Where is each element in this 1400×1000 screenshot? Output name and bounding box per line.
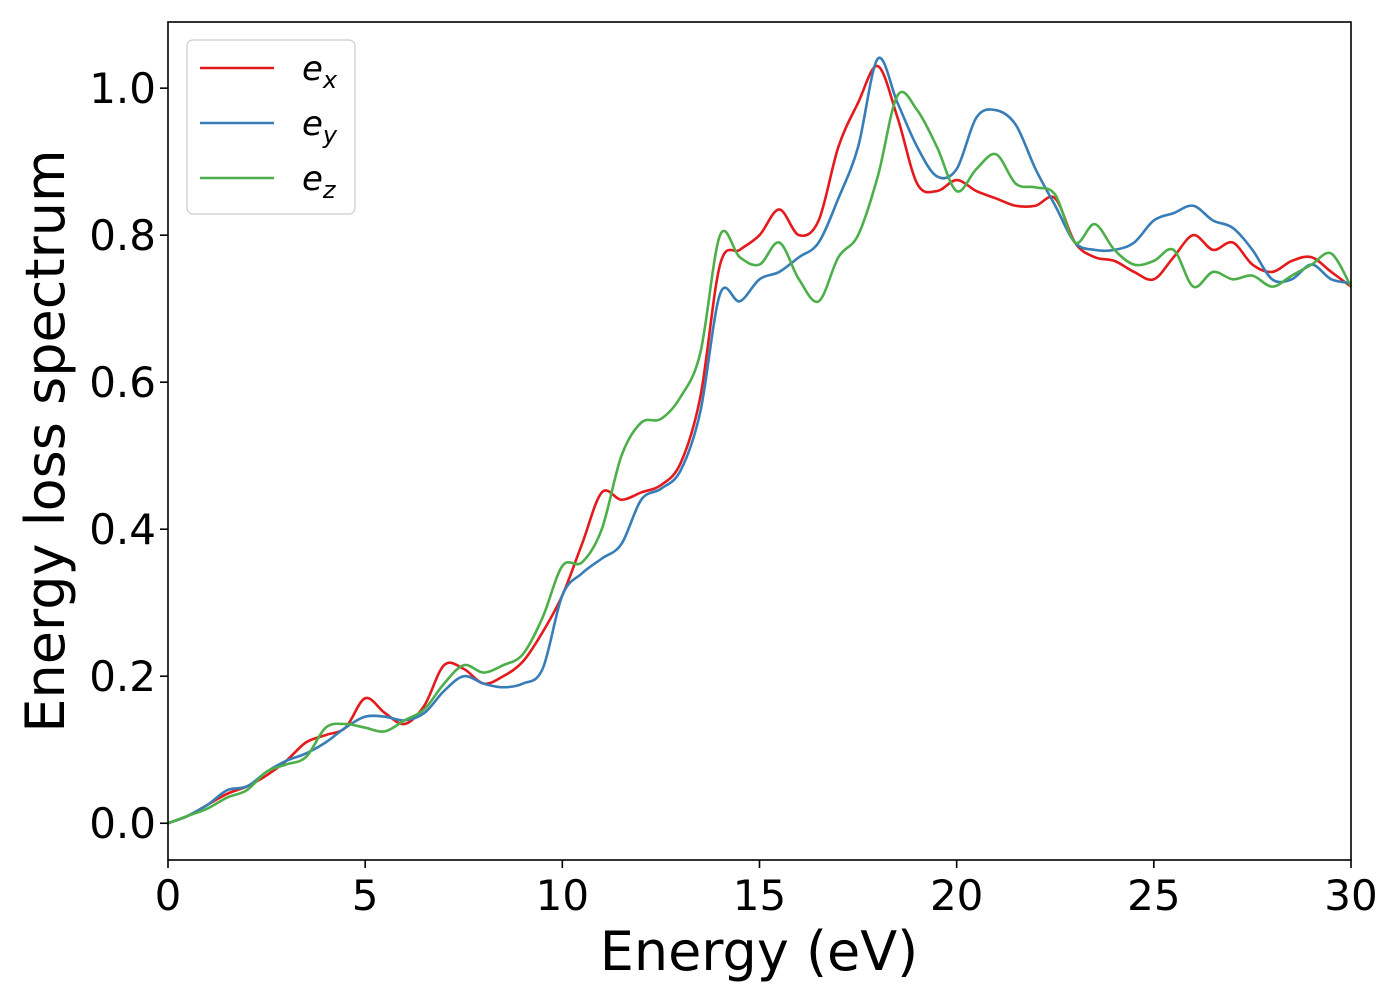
x-tick-label: 15	[733, 871, 786, 920]
legend: ex ey ez	[186, 39, 356, 215]
legend-label-y: ey	[302, 104, 338, 149]
x-tick-label: 10	[536, 871, 589, 920]
series-line-z	[167, 90, 1353, 825]
legend-label-x: ex	[302, 49, 338, 94]
series-layer	[167, 56, 1353, 825]
x-tick-label: 0	[155, 871, 182, 920]
legend-box	[186, 39, 356, 215]
plot-area	[168, 22, 1351, 860]
x-tick-label: 30	[1324, 871, 1377, 920]
x-tick-label: 20	[930, 871, 983, 920]
y-tick-label: 0.0	[89, 799, 156, 848]
x-tick-label: 5	[352, 871, 379, 920]
x-axis-title: Energy (eV)	[600, 920, 919, 983]
series-line-x	[167, 64, 1352, 825]
x-axis: 0 5 10 15 20 25 30	[155, 860, 1378, 920]
y-tick-label: 0.2	[89, 652, 156, 701]
y-tick-label: 0.4	[89, 505, 156, 554]
y-axis-title: Energy loss spectrum	[14, 149, 77, 732]
legend-label-z: ez	[302, 159, 337, 204]
x-tick-label: 25	[1127, 871, 1180, 920]
y-axis: 0.0 0.2 0.4 0.6 0.8 1.0	[89, 64, 168, 848]
series-line-y	[167, 56, 1352, 825]
y-tick-label: 0.6	[89, 358, 156, 407]
y-tick-label: 0.8	[89, 211, 156, 260]
y-tick-label: 1.0	[89, 64, 156, 113]
